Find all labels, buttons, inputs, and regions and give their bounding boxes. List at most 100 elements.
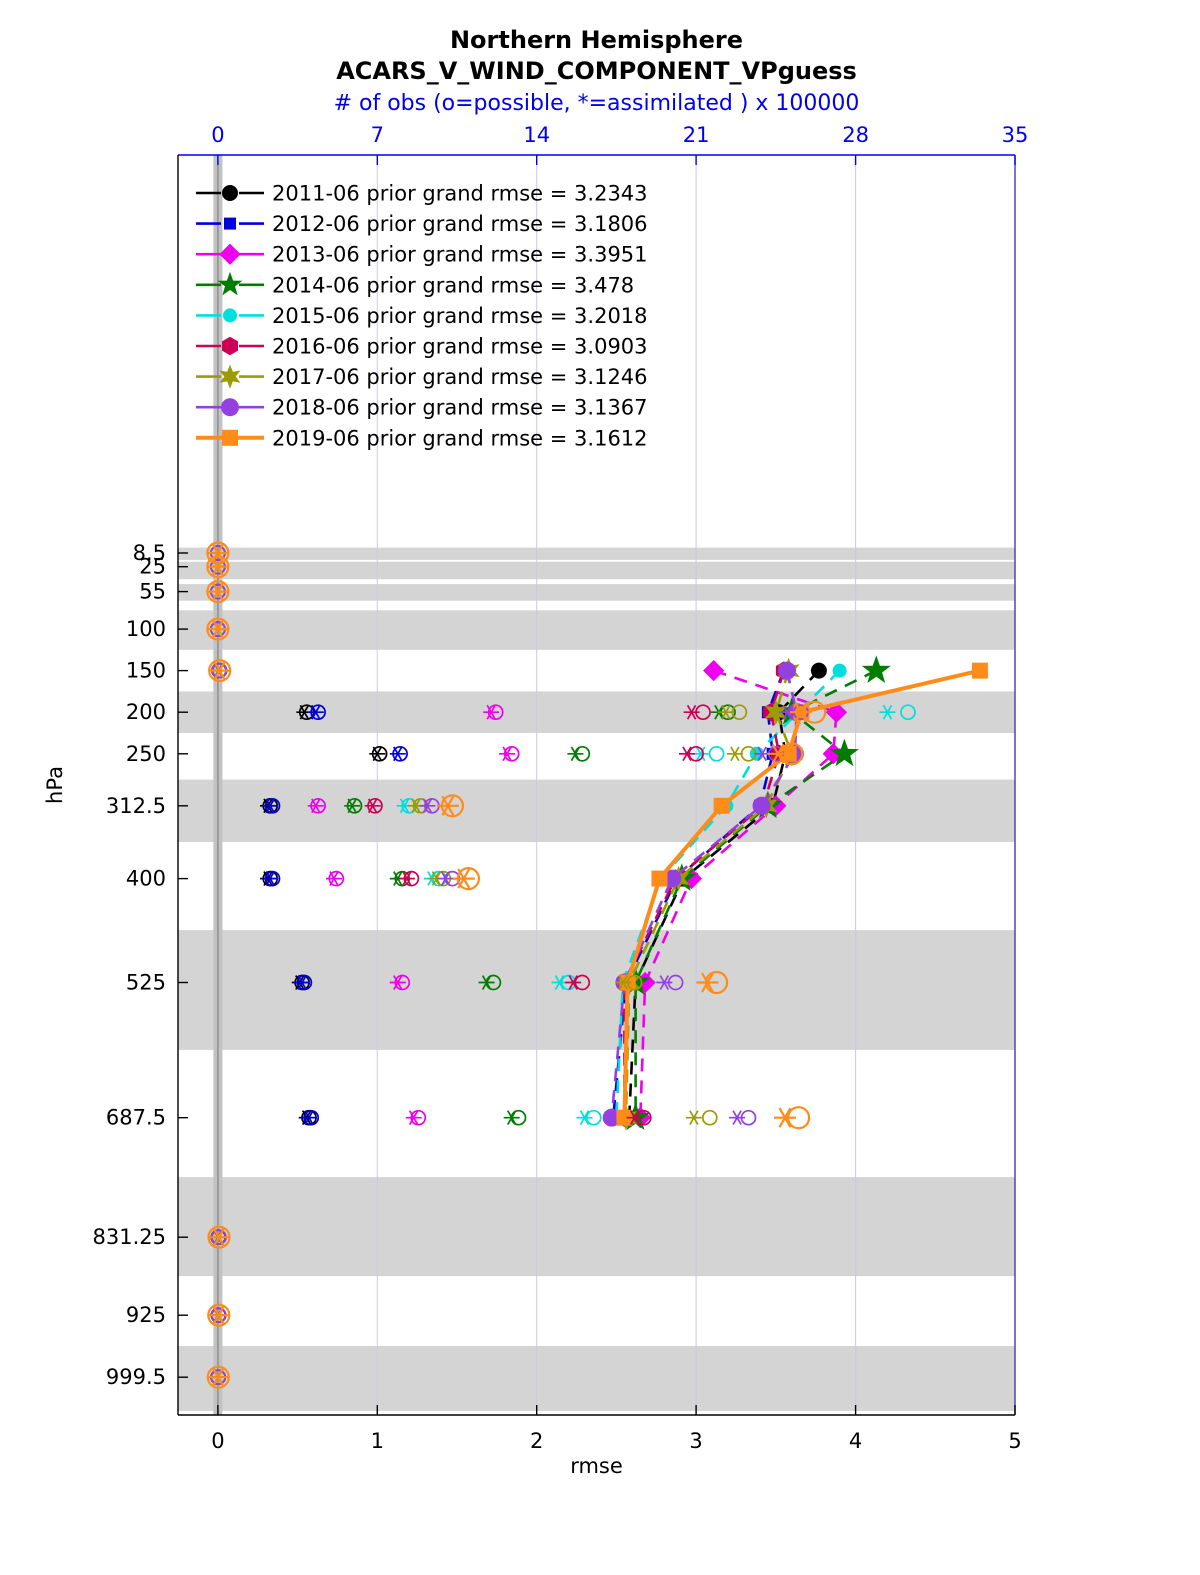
series-line [627, 669, 820, 1118]
chart-title: Northern Hemisphere [450, 26, 743, 54]
obs-assimilated-marker [402, 871, 412, 886]
obs-assimilated-marker [211, 1367, 225, 1388]
obs-assimilated-marker [689, 1110, 699, 1126]
x-tick-label: 2 [530, 1429, 543, 1453]
obs-assimilated-marker [502, 746, 512, 762]
y-axis-label: hPa [43, 766, 67, 804]
obs-tick-label: 14 [523, 123, 550, 147]
obs-assimilated-marker [297, 975, 307, 990]
gray-band [178, 610, 1015, 650]
rmse-marker [703, 660, 725, 682]
rmse-marker [764, 699, 787, 726]
obs-assimilated-marker [701, 972, 714, 993]
legend-marker [219, 364, 241, 389]
top-axis-label: # of obs (o=possible, *=assimilated ) x … [334, 91, 860, 116]
pressure-bands [178, 547, 1015, 1411]
obs-assimilated-marker [570, 746, 581, 762]
legend-entry-2016-06: 2016-06 prior grand rmse = 3.0903 [196, 335, 648, 359]
obs-tick-label: 7 [371, 123, 384, 147]
legend-marker [222, 429, 238, 446]
obs-assimilated-marker [212, 1305, 225, 1326]
x-tick-label: 4 [849, 1429, 862, 1453]
obs-tick-label: 35 [1002, 123, 1029, 147]
y-tick-label: 831.25 [93, 1225, 166, 1249]
gray-band [178, 547, 1015, 560]
legend: 2011-06 prior grand rmse = 3.2343 2012-06… [196, 182, 648, 450]
obs-assimilated-marker [778, 1107, 792, 1128]
legend-marker [224, 217, 236, 230]
obs-assimilated-marker [299, 704, 310, 720]
obs-assimilated-marker [304, 1110, 314, 1126]
obs-assimilated-marker [554, 975, 565, 990]
obs-assimilated-marker [408, 1110, 419, 1126]
y-tick-label: 525 [126, 971, 166, 995]
obs-assimilated-marker [265, 798, 275, 814]
rmse-marker [602, 1108, 621, 1127]
obs-assimilated-marker [506, 1110, 517, 1126]
legend-marker [223, 308, 237, 323]
legend-label: 2012-06 prior grand rmse = 3.1806 [272, 212, 648, 236]
obs-assimilated-marker [782, 704, 792, 720]
obs-assimilated-marker [347, 798, 357, 814]
obs-assimilated-marker [629, 1110, 640, 1126]
rmse-marker [829, 738, 859, 767]
obs-assimilated-marker [730, 746, 740, 762]
obs-assimilated-marker [440, 871, 451, 886]
obs-tick-label: 28 [842, 123, 869, 147]
legend-label: 2014-06 prior grand rmse = 3.478 [272, 273, 634, 297]
legend-label: 2016-06 prior grand rmse = 3.0903 [272, 335, 648, 359]
obs-tick-label: 0 [211, 123, 224, 147]
obs-assimilated-marker [686, 704, 697, 720]
y-tick-label: 200 [126, 700, 166, 724]
y-tick-label: 312.5 [106, 794, 166, 818]
obs-tick-label: 21 [683, 123, 710, 147]
obs-assimilated-marker [695, 746, 706, 762]
legend-label: 2018-06 prior grand rmse = 3.1367 [272, 396, 648, 420]
obs-assimilated-marker [211, 618, 225, 640]
legend-marker [222, 185, 238, 201]
rmse-marker [713, 797, 730, 814]
y-tick-label: 150 [126, 659, 166, 683]
series-line [622, 668, 981, 1118]
y-tick-label: 999.5 [106, 1365, 166, 1389]
obs-assimilated-marker [568, 975, 578, 990]
obs-assimilated-marker [393, 746, 403, 762]
y-tick-label: 25 [139, 555, 166, 579]
obs-assimilated-marker [486, 704, 496, 720]
rmse-marker [616, 1109, 633, 1126]
obs-possible-marker [708, 745, 725, 762]
obs-assimilated-marker [457, 868, 471, 889]
x-tick-label: 5 [1008, 1429, 1021, 1453]
legend-label: 2017-06 prior grand rmse = 3.1246 [272, 365, 648, 389]
obs-assimilated-marker [579, 1110, 590, 1126]
obs-assimilated-marker [329, 871, 339, 886]
series-line [623, 670, 786, 1118]
legend-entry-2014-06: 2014-06 prior grand rmse = 3.478 [196, 271, 634, 297]
legend-entry-2015-06: 2015-06 prior grand rmse = 3.2018 [196, 304, 648, 328]
legend-marker [221, 398, 239, 417]
obs-assimilated-marker [882, 704, 893, 720]
y-tick-label: 925 [126, 1303, 166, 1327]
gridlines [376, 155, 857, 1415]
rmse-marker [971, 662, 988, 679]
gray-band [178, 1177, 1015, 1277]
x-tick-label: 3 [689, 1429, 702, 1453]
series-line [615, 669, 841, 1118]
gray-band [178, 1346, 1015, 1411]
obs-assimilated-marker [771, 743, 785, 764]
rmse-marker [752, 796, 771, 815]
legend-marker [217, 271, 243, 296]
rmse-marker [832, 663, 847, 678]
y-tick-label: 250 [126, 742, 166, 766]
legend-label: 2011-06 prior grand rmse = 3.2343 [272, 182, 648, 206]
obs-assimilated-marker [659, 975, 670, 990]
y-tick-label: 55 [139, 580, 166, 604]
legend-entry-2018-06: 2018-06 prior grand rmse = 3.1367 [196, 396, 648, 420]
gray-band [178, 930, 1015, 1050]
rmse-marker [663, 869, 682, 888]
x-tick-label: 0 [211, 1429, 224, 1453]
obs-assimilated-marker [732, 1110, 742, 1126]
obs-assimilated-marker [393, 975, 403, 990]
obs-assimilated-marker [618, 975, 629, 990]
legend-entry-2012-06: 2012-06 prior grand rmse = 3.1806 [196, 212, 648, 236]
